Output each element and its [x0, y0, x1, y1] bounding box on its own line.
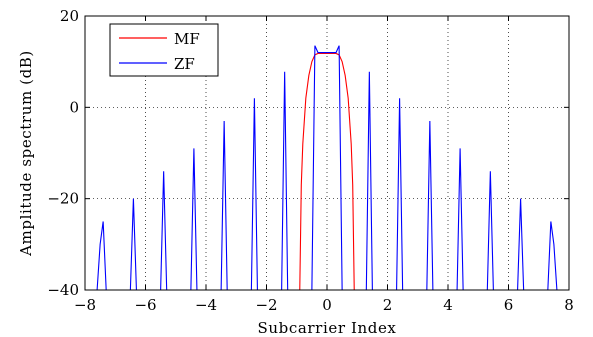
y-tick-label: 20: [60, 7, 79, 25]
y-tick-label: 0: [69, 98, 79, 116]
ticks: [84, 15, 570, 291]
legend: MF ZF: [109, 23, 219, 77]
y-tick-label: −40: [47, 281, 79, 299]
legend-label-zf: ZF: [174, 55, 195, 73]
x-tick-label: −2: [255, 296, 277, 314]
x-tick-label: −6: [134, 296, 156, 314]
series-layer: [96, 45, 558, 290]
y-tick-label: −20: [47, 190, 79, 208]
legend-box: [109, 23, 219, 77]
x-axis-label: Subcarrier Index: [258, 319, 397, 337]
x-tick-label: 0: [322, 296, 332, 314]
y-axis-label: Amplitude spectrum (dB): [17, 50, 35, 257]
x-tick-label: 2: [383, 296, 393, 314]
series-line-mf: [296, 52, 358, 290]
x-tick-label: 8: [564, 296, 574, 314]
grid: [85, 16, 569, 290]
x-tick-label: −4: [195, 296, 217, 314]
x-tick-label: 4: [443, 296, 453, 314]
legend-label-mf: MF: [174, 30, 200, 48]
series-line-zf: [96, 45, 558, 290]
x-tick-label: 6: [504, 296, 514, 314]
x-tick-label: −8: [74, 296, 96, 314]
